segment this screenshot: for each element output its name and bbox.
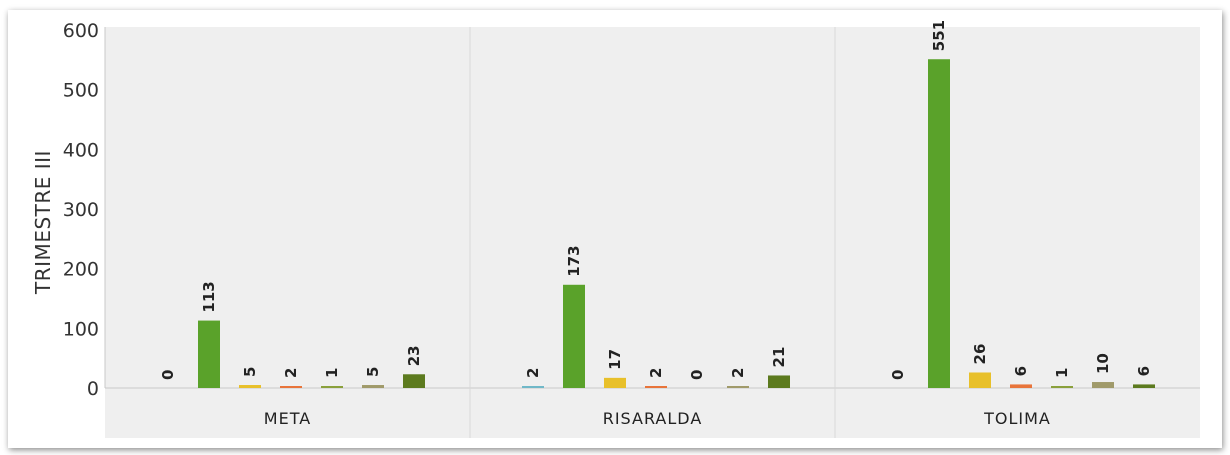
y-tick-label: 0 — [87, 378, 99, 400]
data-label: 551 — [930, 20, 948, 51]
data-label: 10 — [1094, 353, 1112, 374]
bar — [1092, 382, 1114, 388]
bar — [645, 386, 667, 388]
data-label: 2 — [729, 368, 747, 378]
bar — [1010, 384, 1032, 388]
y-axis-label: TRIMESTRE III — [31, 150, 55, 295]
data-label: 173 — [565, 245, 583, 276]
y-tick-label: 500 — [63, 80, 99, 102]
data-label: 23 — [405, 345, 423, 366]
y-tick-label: 200 — [63, 259, 99, 281]
data-label: 5 — [364, 367, 382, 377]
bar — [604, 378, 626, 388]
data-label: 113 — [200, 281, 218, 312]
bar — [727, 386, 749, 388]
bar — [768, 375, 790, 388]
data-label: 0 — [688, 370, 706, 380]
bar — [522, 386, 544, 388]
bar — [563, 285, 585, 388]
data-label: 1 — [1053, 368, 1071, 378]
data-label: 0 — [159, 370, 177, 380]
bar — [362, 385, 384, 388]
data-label: 0 — [889, 370, 907, 380]
data-label: 6 — [1135, 366, 1153, 376]
bar — [1051, 386, 1073, 388]
data-label: 26 — [971, 344, 989, 365]
bar — [280, 386, 302, 388]
y-tick-label: 600 — [63, 20, 99, 42]
y-tick-label: 400 — [63, 139, 99, 161]
bar — [1133, 384, 1155, 388]
data-label: 17 — [606, 349, 624, 370]
bar — [403, 374, 425, 388]
y-tick-label: 100 — [63, 318, 99, 340]
bar — [969, 372, 991, 388]
bar — [928, 59, 950, 388]
data-label: 1 — [323, 368, 341, 378]
category-label: TOLIMA — [983, 409, 1051, 428]
y-tick-label: 300 — [63, 199, 99, 221]
category-label: META — [264, 409, 311, 428]
data-label: 21 — [770, 347, 788, 368]
data-label: 2 — [524, 368, 542, 378]
data-label: 5 — [241, 367, 259, 377]
chart-frame: 0 100 200 300 400 500 600 TRIMESTRE III META 0 113… — [8, 10, 1222, 448]
category-label: RISARALDA — [603, 409, 703, 428]
bar — [198, 321, 220, 388]
data-label: 6 — [1012, 366, 1030, 376]
bar — [239, 385, 261, 388]
data-label: 2 — [282, 368, 300, 378]
bar — [321, 386, 343, 388]
data-label: 2 — [647, 368, 665, 378]
